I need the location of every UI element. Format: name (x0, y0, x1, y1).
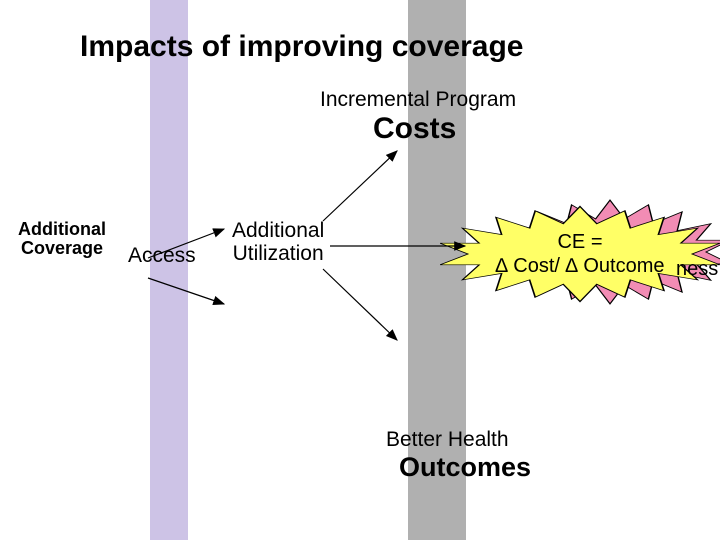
label-additional-coverage-l2: Coverage (18, 239, 106, 258)
label-additional-coverage: Additional Coverage (18, 220, 106, 258)
burst-yellow: CE = ∆ Cost/ ∆ Outcome (440, 200, 720, 308)
label-incremental-program: Incremental Program (320, 88, 516, 112)
label-better-health: Better Health (386, 428, 509, 452)
label-outcomes: Outcomes (399, 452, 531, 483)
burst-yellow-text-l1: CE = (440, 230, 720, 254)
label-ness: ness (676, 258, 718, 281)
arrow-line (323, 151, 397, 221)
stripe-lavender (150, 0, 188, 540)
label-access: Access (128, 244, 196, 268)
label-additional-utilization-l2: Utilization (232, 242, 324, 265)
label-additional-utilization-l1: Additional (232, 219, 324, 242)
page-title: Impacts of improving coverage (80, 30, 523, 64)
label-additional-coverage-l1: Additional (18, 220, 106, 239)
label-additional-utilization: Additional Utilization (232, 219, 324, 265)
label-costs: Costs (373, 112, 456, 146)
arrow-line (323, 269, 397, 340)
